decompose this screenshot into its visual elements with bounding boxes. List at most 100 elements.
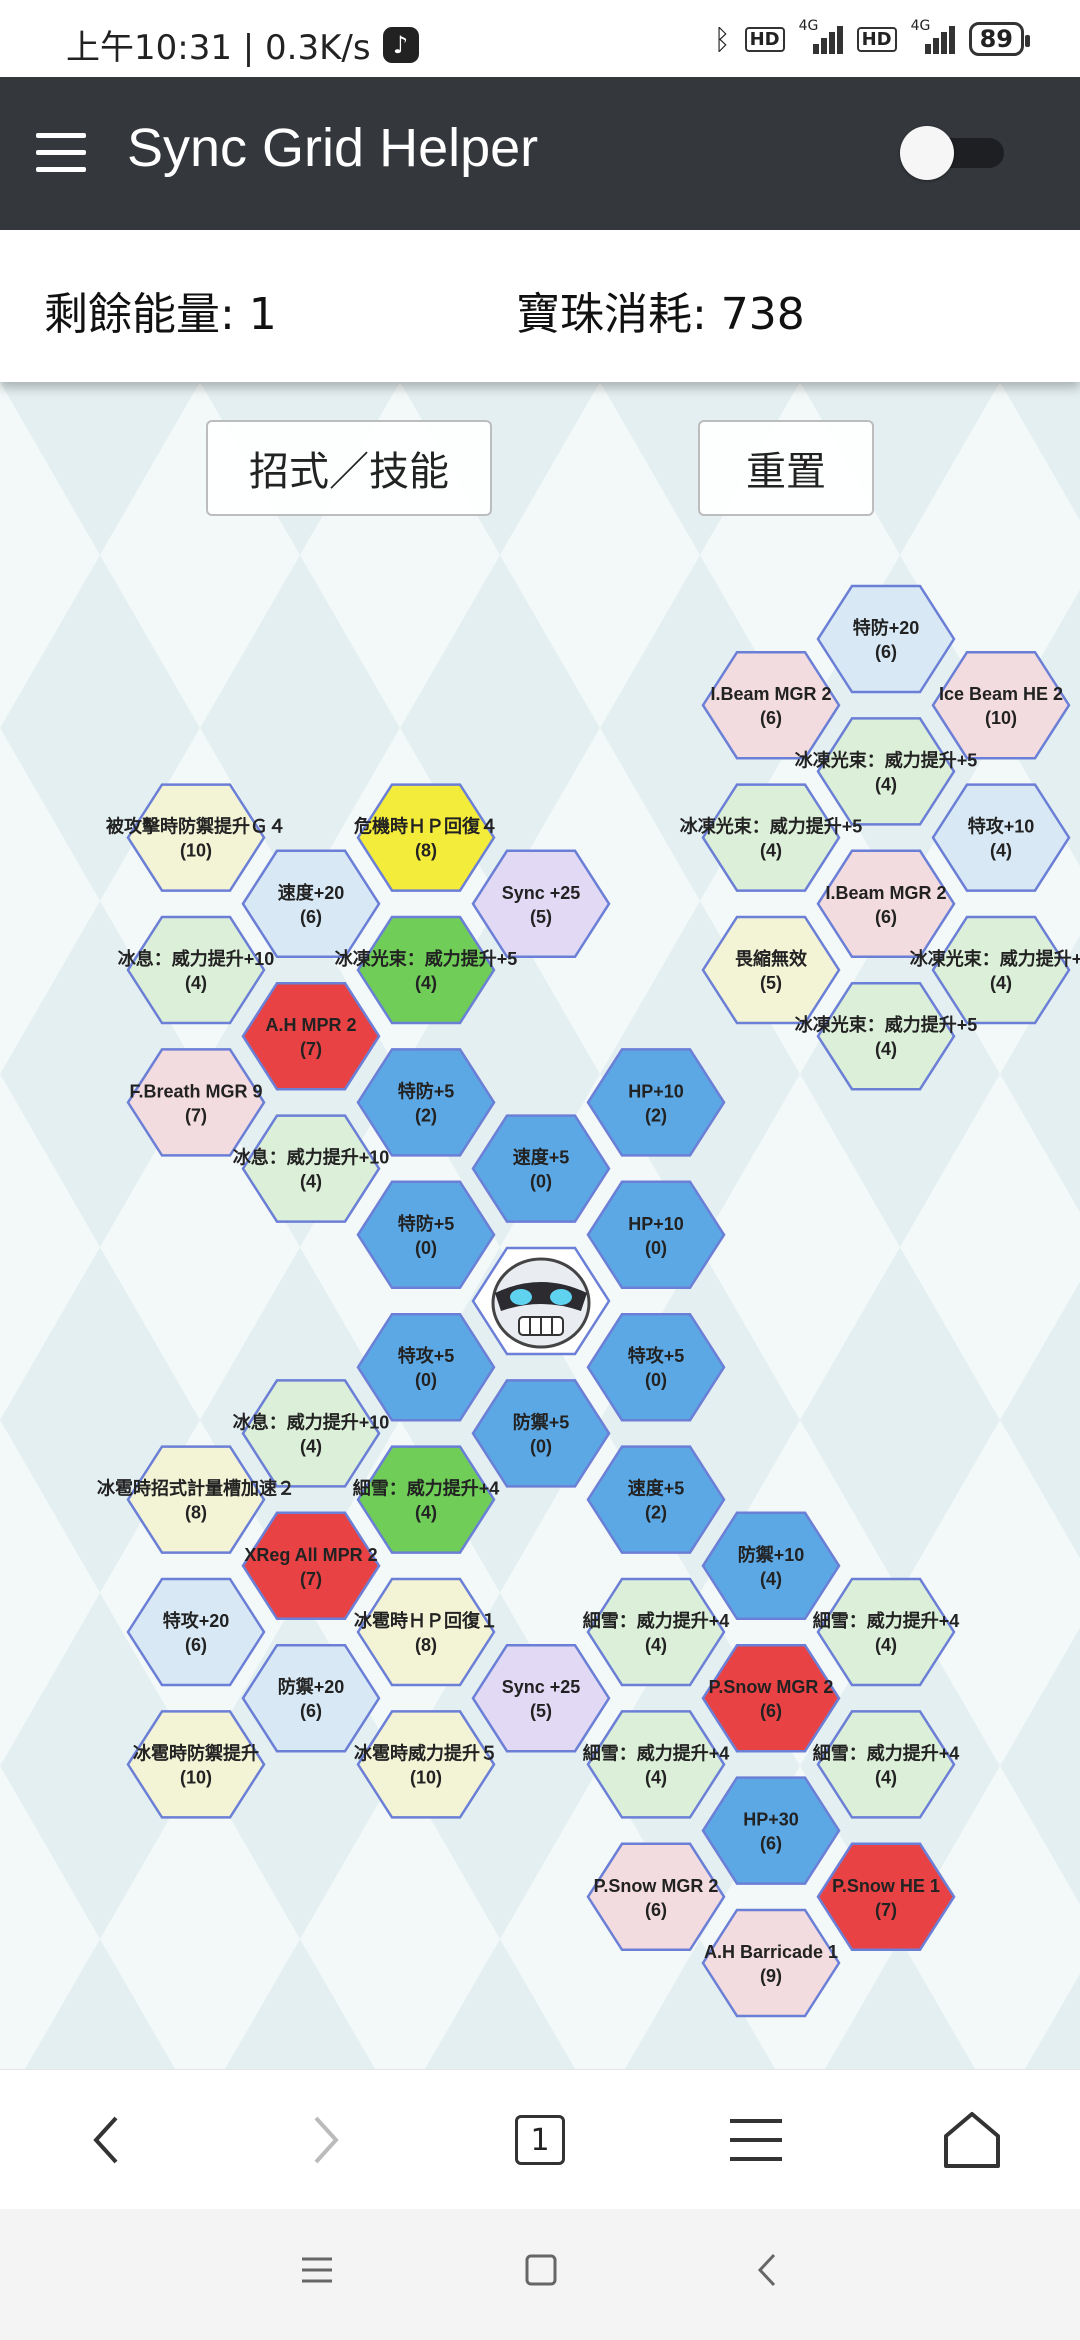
grid-tile[interactable]: 細雪：威力提升+4 (4)	[583, 1577, 730, 1687]
grid-tile[interactable]: 防禦+5 (0)	[471, 1379, 611, 1488]
grid-tile[interactable]: 被攻擊時防禦提升Ｇ４ (10)	[106, 783, 286, 892]
grid-tile[interactable]: 冰凍光束：威力提升+5 (4)	[795, 981, 978, 1091]
grid-tile[interactable]: 冰息：威力提升+10 (4)	[118, 915, 275, 1025]
grid-tile[interactable]: 冰凍光束：威力提升+5 (4)	[795, 717, 978, 826]
tile-cost: (4)	[760, 1569, 782, 1589]
tile-hexagon	[241, 1511, 381, 1621]
tile-cost: (0)	[415, 1370, 437, 1390]
forward-arrow-icon[interactable]	[286, 2100, 366, 2180]
grid-tile[interactable]: 防禦+10 (4)	[701, 1511, 841, 1621]
grid-tile[interactable]: F.Breath MGR 9 (7)	[126, 1048, 266, 1157]
grid-tile[interactable]: Sync +25 (5)	[471, 1643, 611, 1753]
grid-tile[interactable]: 畏縮無效 (5)	[701, 915, 841, 1025]
grid-tile[interactable]: P.Snow HE 1 (7)	[816, 1842, 956, 1952]
grid-tile[interactable]: I.Beam MGR 2 (6)	[816, 849, 956, 959]
grid-tile[interactable]: 細雪：威力提升+4 (4)	[353, 1445, 500, 1554]
grid-tile[interactable]: 冰凍光束：威力提升+5 (4)	[680, 783, 863, 892]
tile-name: 特防+5	[398, 1213, 455, 1234]
tile-cost: (4)	[875, 1767, 897, 1787]
tile-cost: (0)	[530, 1436, 552, 1456]
grid-tile[interactable]: 細雪：威力提升+4 (4)	[813, 1577, 960, 1687]
tile-name: 防禦+10	[738, 1544, 805, 1565]
grid-tile[interactable]: 速度+5 (2)	[586, 1445, 726, 1554]
status-right: ᛒ HD 4G HD 4G 89	[713, 18, 1031, 56]
grid-tile[interactable]: XReg All MPR 2 (7)	[241, 1511, 381, 1621]
grid-tile[interactable]: 防禦+20 (6)	[241, 1643, 381, 1753]
grid-tile[interactable]: P.Snow MGR 2 (6)	[586, 1842, 726, 1952]
square-home-icon[interactable]	[524, 2253, 558, 2291]
grid-tile[interactable]: 特攻+5 (0)	[356, 1312, 496, 1422]
tile-hexagon	[816, 1577, 956, 1687]
grid-tile[interactable]: Sync +25 (5)	[471, 849, 611, 959]
grid-tile[interactable]: 冰雹時招式計量槽加速２ (8)	[97, 1445, 295, 1554]
tile-name: A.H MPR 2	[265, 1015, 356, 1035]
tile-hexagon	[816, 981, 956, 1091]
grid-tile[interactable]: HP+10 (0)	[586, 1180, 726, 1290]
tile-name: Sync +25	[502, 1677, 581, 1697]
tile-hexagon	[356, 1048, 496, 1157]
tile-cost: (5)	[760, 973, 782, 993]
grid-tile[interactable]: I.Beam MGR 2 (6)	[701, 650, 841, 760]
tile-name: 細雪：威力提升+4	[583, 1610, 730, 1631]
grid-tile[interactable]: 冰息：威力提升+10 (4)	[233, 1114, 390, 1223]
grid-tile[interactable]: 特攻+20 (6)	[126, 1577, 266, 1687]
grid-tile[interactable]: Ice Beam HE 2 (10)	[931, 650, 1071, 760]
tile-hexagon	[126, 1445, 266, 1554]
tile-cost: (0)	[645, 1238, 667, 1258]
grid-tile[interactable]: 特攻+10 (4)	[931, 783, 1071, 892]
grid-tile[interactable]: 冰雹時威力提升５ (10)	[354, 1710, 498, 1819]
tab-count-button[interactable]: 1	[500, 2100, 580, 2180]
back-icon[interactable]	[752, 2251, 782, 2293]
tile-hexagon	[931, 915, 1071, 1025]
tile-name: 冰雹時防禦提升	[133, 1742, 259, 1763]
back-arrow-icon[interactable]	[66, 2100, 146, 2180]
tile-hexagon	[816, 717, 956, 826]
recents-icon[interactable]	[300, 2253, 334, 2291]
dark-mode-toggle[interactable]	[900, 126, 1004, 180]
grid-tile[interactable]: 冰雹時ＨＰ回復１ (8)	[354, 1577, 498, 1687]
grid-tile[interactable]: 特防+5 (0)	[356, 1180, 496, 1290]
sync-grid-area: 招式／技能 重置 特防+20 (6) I.Beam MGR 2 (6) Ice Beam…	[0, 382, 1080, 2069]
grid-tile[interactable]: 細雪：威力提升+4 (4)	[813, 1710, 960, 1819]
tile-hexagon	[816, 1842, 956, 1952]
moves-skills-button[interactable]: 招式／技能	[206, 420, 492, 516]
grid-tile[interactable]: 速度+5 (0)	[471, 1114, 611, 1223]
grid-tile[interactable]: P.Snow MGR 2 (6)	[701, 1643, 841, 1753]
home-icon[interactable]	[932, 2100, 1012, 2180]
grid-tile[interactable]: A.H MPR 2 (7)	[241, 981, 381, 1091]
menu-lines-icon[interactable]	[716, 2100, 796, 2180]
bluetooth-icon: ᛒ	[713, 22, 731, 56]
tile-name: 速度+5	[628, 1478, 685, 1499]
grid-tile[interactable]: 冰凍光束：威力提升+5 (4)	[335, 915, 518, 1025]
grid-tile[interactable]: A.H Barricade 1 (9)	[701, 1908, 841, 2018]
grid-tile[interactable]: 細雪：威力提升+4 (4)	[583, 1710, 730, 1819]
grid-tile[interactable]: HP+30 (6)	[701, 1776, 841, 1885]
grid-tile[interactable]: 冰雹時防禦提升 (10)	[126, 1710, 266, 1819]
tile-cost: (6)	[300, 907, 322, 927]
hamburger-menu-icon[interactable]	[36, 133, 86, 173]
grid-tile[interactable]: 速度+20 (6)	[241, 849, 381, 959]
tile-cost: (7)	[875, 1900, 897, 1920]
grid-tile[interactable]: 特攻+5 (0)	[586, 1312, 726, 1422]
tile-name: 冰雹時威力提升５	[354, 1742, 498, 1763]
grid-tile[interactable]: 危機時ＨＰ回復４ (8)	[353, 783, 498, 892]
system-nav-bar	[0, 2209, 1080, 2340]
reset-button[interactable]: 重置	[698, 420, 874, 516]
grid-tile[interactable]: 冰凍光束：威力提升+5 (4)	[910, 915, 1080, 1025]
grid-tile[interactable]: HP+10 (2)	[586, 1048, 726, 1157]
hex-grid: 特防+20 (6) I.Beam MGR 2 (6) Ice Beam HE 2 (10)…	[97, 584, 1080, 2018]
tile-name: 冰雹時ＨＰ回復１	[354, 1610, 498, 1631]
tile-name: 冰凍光束：威力提升+5	[335, 948, 518, 969]
tile-hexagon	[356, 915, 496, 1025]
tile-hexagon	[356, 1312, 496, 1422]
app-bar: Sync Grid Helper	[0, 77, 1080, 230]
grid-tile[interactable]: 特防+5 (2)	[356, 1048, 496, 1157]
tile-name: I.Beam MGR 2	[825, 883, 946, 903]
tile-hexagon	[241, 849, 381, 959]
tile-cost: (0)	[645, 1370, 667, 1390]
tile-hexagon	[701, 1776, 841, 1885]
tile-hexagon	[126, 1577, 266, 1687]
grid-tile[interactable]: 特防+20 (6)	[816, 584, 956, 694]
grid-tile[interactable]: 冰息：威力提升+10 (4)	[233, 1379, 390, 1488]
tile-hexagon	[816, 584, 956, 694]
